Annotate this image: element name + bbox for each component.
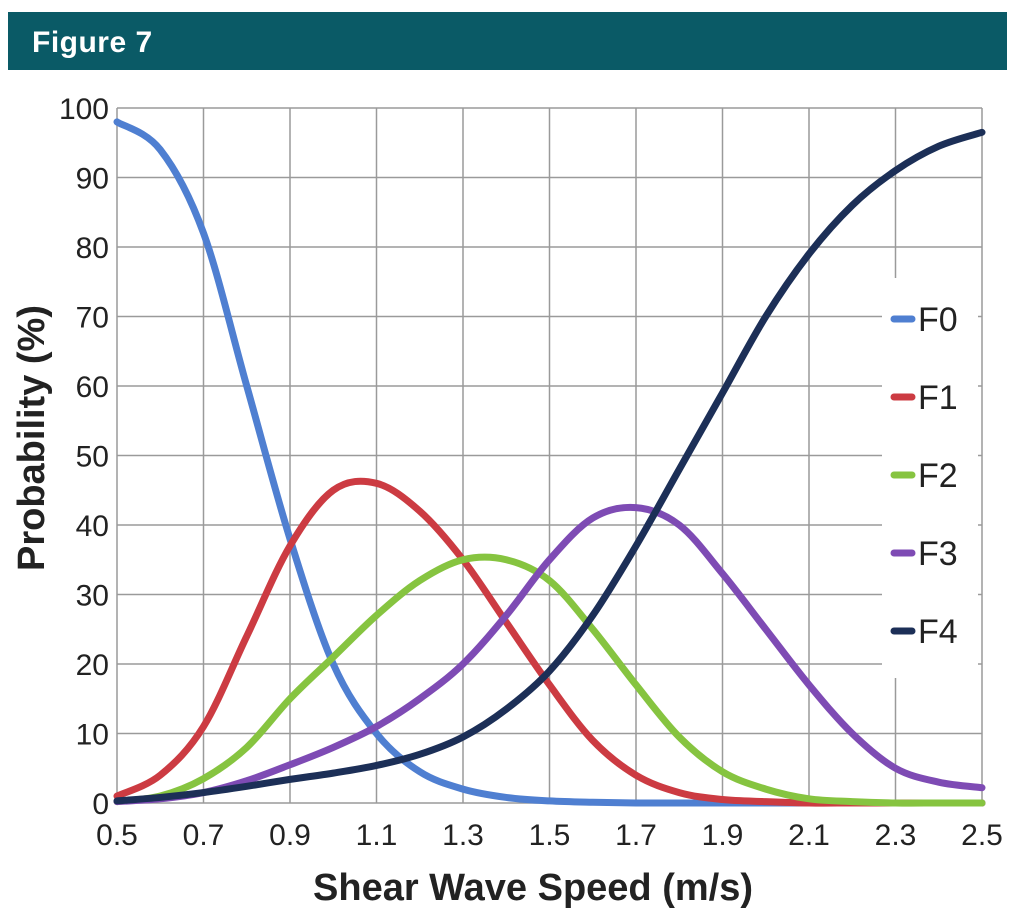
- series-line-f3: [113, 503, 986, 806]
- legend-label-f0: F0: [918, 301, 958, 339]
- x-tick-label: 0.9: [269, 819, 311, 852]
- x-tick-labels: 0.5 0.7 0.9 1.1 1.3 1.5 1.7 1.9 2.1 2.3 2.5: [96, 819, 1003, 852]
- y-tick-label: 80: [76, 232, 109, 265]
- y-tick-label: 40: [76, 510, 109, 543]
- legend-label-f4: F4: [918, 613, 958, 651]
- legend-label-f2: F2: [918, 457, 958, 495]
- x-tick-label: 1.3: [442, 819, 484, 852]
- y-tick-label: 10: [76, 719, 109, 752]
- y-tick-label: 60: [76, 371, 109, 404]
- x-tick-label: 0.7: [183, 819, 225, 852]
- x-tick-label: 0.5: [96, 819, 138, 852]
- y-tick-label: 0: [92, 788, 109, 821]
- chart-grid: [116, 107, 983, 804]
- y-axis-title: Probability (%): [11, 305, 53, 571]
- y-tick-label: 20: [76, 649, 109, 682]
- chart-series-lines: [113, 118, 986, 807]
- figure-title: Figure 7: [32, 26, 153, 59]
- x-tick-label: 1.9: [702, 819, 744, 852]
- y-tick-label: 70: [76, 302, 109, 335]
- series-line-f2: [113, 553, 986, 807]
- y-tick-label: 100: [59, 93, 109, 126]
- x-tick-label: 1.1: [356, 819, 398, 852]
- series-line-f4: [113, 128, 986, 805]
- x-tick-label: 2.3: [875, 819, 917, 852]
- chart-legend: F0 F1 F2 F3 F4: [882, 278, 978, 678]
- y-tick-labels: 0 10 20 30 40 50 60 70 80 90 100: [59, 93, 109, 821]
- x-axis-title: Shear Wave Speed (m/s): [313, 867, 753, 909]
- x-tick-label: 1.7: [615, 819, 657, 852]
- legend-label-f1: F1: [918, 379, 958, 417]
- legend-label-f3: F3: [918, 535, 958, 573]
- y-tick-label: 30: [76, 580, 109, 613]
- x-tick-label: 2.1: [788, 819, 830, 852]
- x-tick-label: 1.5: [529, 819, 571, 852]
- x-tick-label: 2.5: [961, 819, 1003, 852]
- y-tick-label: 90: [76, 163, 109, 196]
- figure-banner: Figure 7: [8, 12, 1007, 70]
- y-tick-label: 50: [76, 441, 109, 474]
